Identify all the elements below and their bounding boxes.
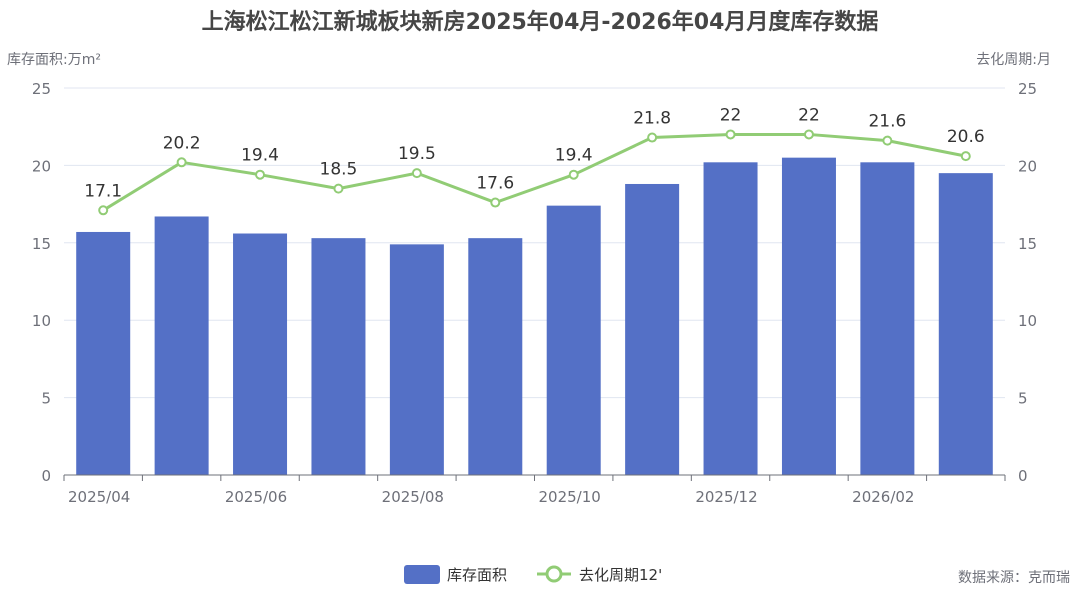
line-data-label: 20.2 <box>163 133 201 153</box>
bar-2025/04[interactable] <box>76 231 131 475</box>
bar-2026/03[interactable] <box>938 173 993 475</box>
line-point-2025/08[interactable] <box>411 168 422 179</box>
legend-bar-label[interactable]: 库存面积 <box>447 566 507 584</box>
line-data-label: 19.5 <box>398 144 436 164</box>
line-point-2025/10[interactable] <box>568 169 579 180</box>
bar-2025/10[interactable] <box>546 205 601 475</box>
left-y-tick-label: 15 <box>32 235 51 253</box>
left-axis-title: 库存面积:万m² <box>7 52 101 68</box>
right-y-tick-label: 0 <box>1018 467 1028 485</box>
line-path <box>102 132 967 212</box>
line-point-2026/03[interactable] <box>960 151 971 162</box>
line-point-2025/09[interactable] <box>490 197 501 208</box>
left-y-tick-label: 0 <box>41 467 51 485</box>
line-point-2025/11[interactable] <box>647 132 658 143</box>
line-point-2025/05[interactable] <box>176 157 187 168</box>
legend-line-marker[interactable] <box>545 565 563 583</box>
line-data-label: 17.1 <box>84 181 122 201</box>
bar-2025/08[interactable] <box>389 244 444 475</box>
right-y-tick-label: 15 <box>1018 235 1037 253</box>
left-y-tick-label: 25 <box>32 80 51 98</box>
grid-lines <box>64 87 1005 399</box>
chart-title: 上海松江松江新城板块新房2025年04月-2026年04月月度库存数据 <box>202 9 879 35</box>
line-data-label: 21.6 <box>868 112 906 132</box>
legend[interactable]: 库存面积 去化周期12' <box>404 565 662 584</box>
line-data-label: 20.6 <box>947 127 985 147</box>
line-data-label: 21.8 <box>633 109 671 129</box>
right-y-tick-label: 25 <box>1018 80 1037 98</box>
x-tick-label: 2025/12 <box>695 488 757 506</box>
x-tick-label: 2025/10 <box>539 488 601 506</box>
line-data-label: 19.4 <box>241 146 279 166</box>
line-point-2025/04[interactable] <box>98 205 109 216</box>
axes: 0 5 10 15 20 25 0 5 10 15 20 25 2025/04 2025/06 2025/0… <box>32 80 1037 506</box>
right-y-tick-label: 5 <box>1018 390 1028 408</box>
bar-series <box>76 157 993 475</box>
bar-2026/02[interactable] <box>860 162 915 475</box>
line-point-2025/06[interactable] <box>255 169 266 180</box>
left-y-tick-label: 20 <box>32 157 51 175</box>
bar-2025/12[interactable] <box>703 162 758 475</box>
x-tick-label: 2025/08 <box>382 488 444 506</box>
line-point-2026/01[interactable] <box>803 129 814 140</box>
line-data-label: 18.5 <box>320 160 358 180</box>
bar-2025/06[interactable] <box>233 233 288 475</box>
bar-2025/05[interactable] <box>154 216 209 475</box>
data-source-note: 数据来源：克而瑞 <box>958 570 1070 586</box>
legend-line-label[interactable]: 去化周期12' <box>579 566 662 584</box>
x-tick-label: 2025/04 <box>68 488 130 506</box>
line-series: 17.1 20.2 19.4 18.5 19.5 17.6 19.4 21.8 22 22 21.6… <box>84 105 985 216</box>
bar-2025/11[interactable] <box>625 183 680 475</box>
line-data-label: 19.4 <box>555 146 593 166</box>
left-y-tick-label: 5 <box>41 390 51 408</box>
right-y-tick-label: 20 <box>1018 157 1037 175</box>
line-point-2026/02[interactable] <box>882 135 893 146</box>
bar-2025/07[interactable] <box>311 238 366 475</box>
line-data-label: 17.6 <box>476 174 514 194</box>
bar-2025/09[interactable] <box>468 238 523 475</box>
left-y-tick-label: 10 <box>32 312 51 330</box>
legend-bar-swatch[interactable] <box>404 565 440 584</box>
right-axis-title: 去化周期:月 <box>976 52 1051 68</box>
line-point-2025/12[interactable] <box>725 129 736 140</box>
x-tick-label: 2026/02 <box>852 488 914 506</box>
line-data-label: 22 <box>798 105 820 125</box>
line-data-label: 22 <box>720 105 742 125</box>
right-y-tick-label: 10 <box>1018 312 1037 330</box>
x-tick-label: 2025/06 <box>225 488 287 506</box>
bar-2026/01[interactable] <box>781 157 836 475</box>
line-point-2025/07[interactable] <box>333 183 344 194</box>
